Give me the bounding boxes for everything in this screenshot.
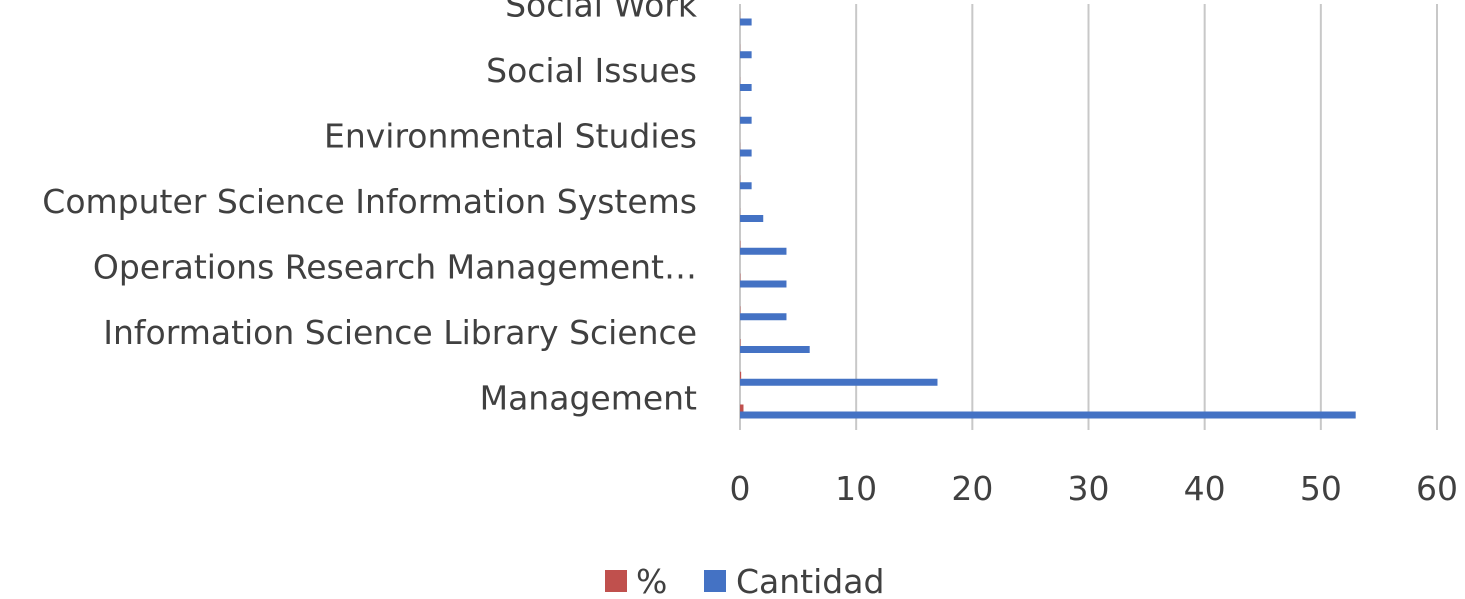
gridlines	[739, 4, 1438, 430]
bar-cantidad	[740, 313, 787, 321]
bar-cantidad	[740, 247, 787, 255]
bar-cantidad	[740, 346, 810, 353]
legend-label-cantidad: Cantidad	[736, 562, 884, 599]
bar-percent	[740, 404, 744, 412]
bar-percent	[740, 371, 742, 379]
category-label: Operations Research Management…	[93, 248, 697, 287]
legend: % Cantidad	[605, 562, 884, 599]
category-label: Management	[480, 379, 697, 418]
bar-cantidad	[740, 18, 752, 26]
bar-cantidad	[740, 215, 764, 222]
category-labels: Management Information Science Library Sc…	[42, 0, 698, 418]
x-tick-label: 40	[1184, 469, 1226, 508]
bars	[740, 11, 1356, 419]
x-tick-label: 0	[730, 469, 751, 508]
x-tick-label: 10	[835, 469, 877, 508]
category-label: Computer Science Information Systems	[42, 182, 697, 221]
legend-swatch-percent	[605, 570, 627, 592]
category-label: Environmental Studies	[324, 117, 697, 156]
bar-cantidad	[740, 182, 752, 190]
category-label: Social Work	[505, 0, 698, 25]
x-tick-label: 20	[951, 469, 993, 508]
x-tick-label: 60	[1416, 469, 1458, 508]
bar-cantidad	[740, 51, 752, 59]
category-label: Social Issues	[486, 51, 697, 90]
category-label: Information Science Library Science	[103, 313, 697, 352]
bar-cantidad	[740, 116, 752, 124]
legend-swatch-cantidad	[704, 570, 726, 592]
bar-cantidad	[740, 84, 752, 91]
x-tick-label: 30	[1068, 469, 1110, 508]
bar-cantidad	[740, 149, 752, 157]
bar-cantidad	[740, 411, 1356, 419]
x-tick-label: 50	[1300, 469, 1342, 508]
legend-label-percent: %	[636, 562, 667, 599]
bar-cantidad	[740, 378, 938, 386]
bar-cantidad	[740, 280, 787, 288]
x-tick-labels: 0 10 20 30 40 50 60	[730, 469, 1459, 508]
